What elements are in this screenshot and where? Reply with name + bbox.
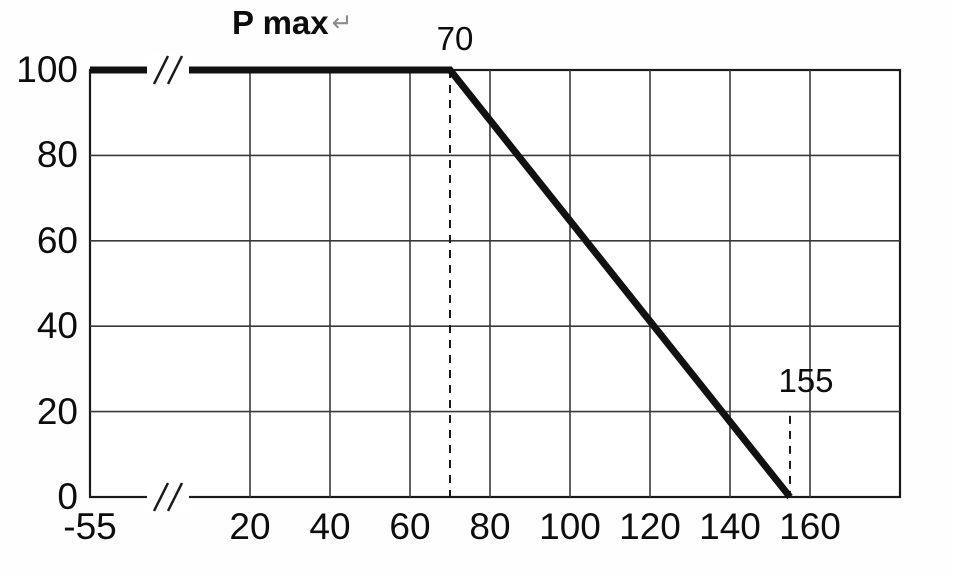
pmax-derating-line (90, 66, 793, 500)
plot-border (88, 68, 902, 499)
y-tick-label: 40 (36, 305, 78, 347)
y-tick-label: 20 (36, 390, 78, 432)
x-tick-label: -55 (63, 506, 117, 547)
axis-break-icon (152, 55, 170, 85)
annotation-70-label: 70 (436, 20, 474, 57)
chart-title-text: P max (232, 4, 329, 41)
chart-title: P max ↵ (232, 4, 353, 42)
y-tick-label: 0 (57, 476, 78, 517)
x-tick-label: 80 (469, 506, 511, 547)
x-tick-label: 40 (309, 506, 351, 547)
x-tick-label: 120 (619, 506, 681, 547)
x-tick-label: 20 (229, 506, 271, 547)
axis-break-icon (166, 482, 184, 512)
y-tick-label: 100 (16, 49, 78, 90)
axis-break-gap (147, 54, 189, 86)
return-mark-icon: ↵ (331, 9, 353, 37)
axis-break-gap (147, 481, 189, 513)
x-tick-label: 140 (699, 506, 761, 547)
axis-break-icon (166, 55, 184, 85)
x-tick-label: 100 (539, 506, 601, 547)
y-tick-label: 60 (36, 219, 78, 261)
annotation-155-label: 155 (778, 362, 834, 399)
x-tick-label: 160 (779, 506, 841, 547)
y-tick-label: 80 (36, 134, 78, 176)
axis-break-icon (152, 482, 170, 512)
x-tick-label: 60 (389, 506, 431, 547)
